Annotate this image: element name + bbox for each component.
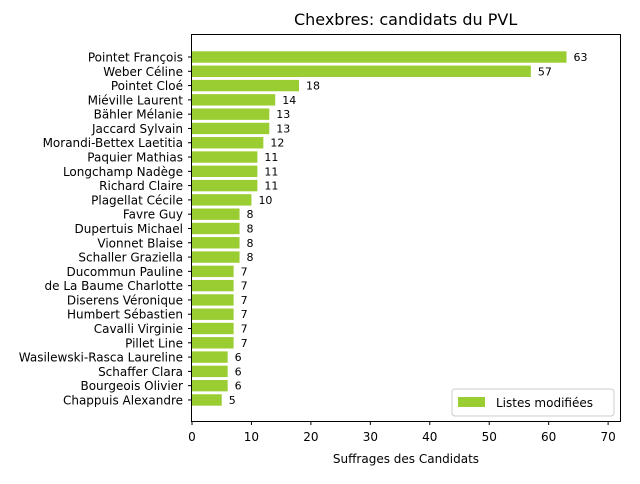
bar-value-label: 7 [241,337,248,350]
x-tick-label: 60 [541,430,556,444]
y-tick-label: Favre Guy [123,208,183,222]
bar [192,79,299,92]
plot-frame [191,34,621,422]
bar-value-label: 7 [241,323,248,336]
x-tick-label: 0 [188,430,196,444]
bar-value-label: 7 [241,280,248,293]
bar [192,151,258,163]
x-tick-label: 30 [363,430,378,444]
bar [192,165,258,178]
bar [192,208,240,220]
bar [192,179,258,192]
y-tick-label: Jaccard Sylvain [91,122,183,136]
y-tick-label: Cavalli Virginie [94,322,183,336]
bar-value-label: 8 [247,208,254,221]
bar-value-label: 13 [276,108,290,121]
bar [192,237,240,249]
bar-value-label: 7 [241,265,248,278]
bar [192,294,234,306]
y-tick-label: Pointet Cloé [111,79,183,93]
bar [192,94,276,106]
bar [192,265,234,278]
bar-value-label: 10 [258,194,272,207]
y-tick-label: Paquier Mathias [87,151,183,165]
x-tick-label: 70 [600,430,615,444]
bars-group [192,51,567,406]
bar [192,365,228,378]
y-tick-label: Pointet François [88,51,183,65]
x-axis-ticks: 0 10 20 30 40 50 60 70 [188,421,616,444]
bar [192,279,234,292]
bar-value-label: 63 [574,51,588,64]
bar [192,137,264,149]
x-tick-label: 50 [482,430,497,444]
bar [192,308,234,320]
y-tick-label: Schaffer Clara [98,365,183,379]
y-tick-label: Plagellat Cécile [91,193,183,207]
bar [192,251,240,263]
y-tick-label: Longchamp Nadège [63,165,183,179]
y-tick-label: Bourgeois Olivier [80,379,183,393]
bar-value-label: 8 [247,251,254,264]
y-tick-label: Bähler Mélanie [94,108,183,122]
x-tick-label: 40 [422,430,437,444]
bar [192,351,228,363]
bar [192,108,270,120]
bar-value-label: 11 [264,180,278,193]
x-tick-label: 10 [244,430,259,444]
bar [192,65,531,77]
bar [192,337,234,349]
bar [192,194,252,206]
chart-title: Chexbres: candidats du PVL [294,10,517,29]
y-tick-label: Ducommun Pauline [66,265,183,279]
y-tick-label: Miéville Laurent [88,93,184,107]
y-tick-label: Schaller Graziella [78,251,183,265]
bar [192,51,567,63]
y-tick-label: Diserens Véronique [67,293,183,307]
y-tick-label: Vionnet Blaise [97,236,183,250]
y-tick-label: Chappuis Alexandre [63,393,183,407]
bar [192,122,270,135]
legend: Listes modifiées [451,388,615,417]
bar-value-label: 6 [235,351,242,364]
bar [192,222,240,235]
bar-value-label: 7 [241,308,248,321]
bar [192,394,222,406]
legend-label: Listes modifiées [496,396,593,410]
y-tick-label: Morandi-Bettex Laetitia [43,136,183,150]
legend-box [451,388,615,417]
bar-value-label: 8 [247,222,254,235]
bar [192,379,228,392]
bar-value-label: 6 [235,365,242,378]
x-axis-label: Suffrages des Candidats [333,452,479,466]
bar-value-label: 14 [282,94,296,107]
bar [192,322,234,335]
legend-swatch [458,397,485,407]
y-tick-label: Pillet Line [125,336,183,350]
bar-value-label: 57 [538,65,552,78]
y-tick-label: Richard Claire [99,179,183,193]
bar-value-label: 12 [270,137,284,150]
bar-value-label: 11 [264,165,278,178]
y-tick-label: Dupertuis Michael [75,222,183,236]
y-tick-label: Weber Céline [103,65,183,79]
bar-value-label: 6 [235,380,242,393]
bar-value-label: 13 [276,122,290,135]
bar-value-label: 11 [264,151,278,164]
y-tick-label: Humbert Sébastien [67,308,183,322]
x-tick-label: 20 [303,430,318,444]
bar-value-label: 7 [241,294,248,307]
bar-value-label: 8 [247,237,254,250]
bar-value-label: 5 [229,394,236,407]
y-tick-label: Wasilewski-Rasca Laureline [19,351,183,365]
bar-value-label: 18 [306,80,320,93]
y-tick-label: de La Baume Charlotte [45,279,184,293]
